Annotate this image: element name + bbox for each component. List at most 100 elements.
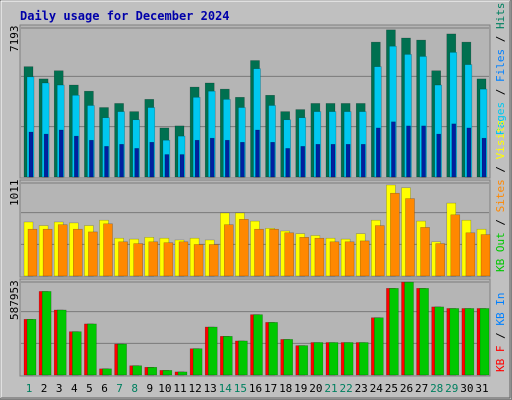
day-label-29: 29 <box>445 382 458 395</box>
bar-visits-sites-sites-day-10 <box>163 242 174 277</box>
bar-kbytes-kb-out-day-10 <box>162 370 173 376</box>
day-label-1: 1 <box>26 382 33 395</box>
bar-kbytes-kb-out-day-28 <box>434 306 444 376</box>
bar-visits-sites-sites-day-25 <box>390 192 400 277</box>
day-label-23: 23 <box>355 382 368 395</box>
day-label-18: 18 <box>279 382 292 395</box>
bar-visits-sites-sites-day-23 <box>359 240 370 277</box>
day-label-6: 6 <box>101 382 108 395</box>
bar-kbytes-kb-out-day-7 <box>117 343 127 376</box>
bar-visits-sites-sites-day-12 <box>193 244 204 277</box>
bar-visits-sites-sites-day-15 <box>239 219 249 277</box>
bar-kbytes-kb-out-day-24 <box>374 317 384 376</box>
bar-visits-sites-sites-day-4 <box>73 228 83 277</box>
bar-kbytes-kb-out-day-4 <box>72 331 82 376</box>
panel-hits-max-label: 7193 <box>8 26 21 53</box>
day-label-9: 9 <box>146 382 153 395</box>
legend-kbf: KB F <box>494 346 507 373</box>
legend-hits-files-pages: Pages / Files / Hits <box>494 3 507 136</box>
legend-sep-1: / <box>494 82 507 102</box>
bar-visits-sites-sites-day-26 <box>405 198 415 277</box>
day-label-7: 7 <box>116 382 123 395</box>
bar-hits-files-pages-pages-day-28 <box>436 133 441 178</box>
bar-visits-sites-sites-day-1 <box>27 228 38 277</box>
bar-kbytes-kb-out-day-22 <box>343 342 354 376</box>
bar-hits-files-pages-pages-day-12 <box>194 139 200 178</box>
day-label-31: 31 <box>475 382 488 395</box>
bar-kbytes-kb-out-day-2 <box>41 291 52 376</box>
legend-kbout: KB Out <box>494 232 507 272</box>
bar-hits-files-pages-pages-day-14 <box>225 139 230 178</box>
legend-sites: Sites <box>494 179 507 212</box>
bar-visits-sites-sites-day-18 <box>284 232 294 277</box>
bar-hits-files-pages-pages-day-17 <box>270 142 275 178</box>
legend-files: Files <box>494 49 507 82</box>
bar-hits-files-pages-pages-day-31 <box>481 137 487 178</box>
panel-kbytes-max-label: 587953 <box>8 280 21 320</box>
bar-hits-files-pages-pages-day-24 <box>376 127 381 178</box>
bar-visits-sites-sites-day-28 <box>435 243 445 277</box>
day-label-28: 28 <box>430 382 443 395</box>
bar-hits-files-pages-pages-day-4 <box>74 135 79 178</box>
bar-hits-files-pages-pages-day-2 <box>43 133 49 178</box>
day-label-15: 15 <box>234 382 247 395</box>
bar-visits-sites-sites-day-3 <box>57 224 68 277</box>
day-label-8: 8 <box>131 382 138 395</box>
bar-kbytes-kb-out-day-13 <box>207 326 218 376</box>
bar-visits-sites-sites-day-22 <box>344 241 355 277</box>
bar-visits-sites-sites-day-17 <box>269 228 279 277</box>
bar-hits-files-pages-pages-day-7 <box>119 144 124 178</box>
bar-kbytes-kb-out-day-23 <box>358 342 369 376</box>
bar-visits-sites-sites-day-27 <box>420 227 430 277</box>
bar-visits-sites-sites-day-14 <box>224 224 234 277</box>
bar-kbytes-kb-out-day-1 <box>26 319 37 376</box>
bar-kbytes-kb-out-day-5 <box>87 323 97 376</box>
bar-visits-sites-sites-day-8 <box>133 243 143 277</box>
bar-visits-sites-sites-day-7 <box>118 241 128 277</box>
day-label-20: 20 <box>309 382 322 395</box>
legend-sep-2: / <box>494 29 507 49</box>
bar-hits-files-pages-pages-day-9 <box>149 142 155 178</box>
bar-kbytes-kb-out-day-21 <box>328 342 339 376</box>
bar-kbytes-kb-out-day-9 <box>147 367 158 376</box>
day-label-13: 13 <box>204 382 217 395</box>
bar-kbytes-kb-out-day-16 <box>253 314 263 376</box>
bar-kbytes-kb-out-day-6 <box>102 368 112 376</box>
bars-layer <box>23 29 491 376</box>
bar-hits-files-pages-pages-day-10 <box>164 154 170 178</box>
bar-hits-files-pages-pages-day-26 <box>406 125 411 178</box>
bar-visits-sites-sites-day-19 <box>299 237 310 277</box>
bar-kbytes-kb-out-day-14 <box>223 336 233 376</box>
bar-hits-files-pages-pages-day-30 <box>466 127 472 178</box>
legend-kbin: KB In <box>494 293 507 326</box>
bar-hits-files-pages-pages-day-18 <box>285 148 290 178</box>
legend-sep-3: / <box>494 212 507 232</box>
day-label-10: 10 <box>158 382 171 395</box>
day-label-21: 21 <box>324 382 337 395</box>
legend-kbytes: KB F / KB In <box>494 293 507 373</box>
bar-hits-files-pages-pages-day-6 <box>104 146 109 178</box>
day-label-11: 11 <box>173 382 186 395</box>
legend-sep-4: / <box>494 159 507 179</box>
bar-kbytes-kb-out-day-27 <box>419 288 429 376</box>
bar-visits-sites-sites-day-5 <box>88 231 98 277</box>
bar-visits-sites-sites-day-16 <box>254 228 264 277</box>
bar-hits-files-pages-pages-day-11 <box>179 154 185 178</box>
bar-hits-files-pages-pages-day-25 <box>391 121 396 178</box>
day-label-14: 14 <box>219 382 233 395</box>
bar-hits-files-pages-pages-day-20 <box>315 144 321 178</box>
legend-sep-5: / <box>494 326 507 346</box>
day-label-16: 16 <box>249 382 262 395</box>
day-label-17: 17 <box>264 382 277 395</box>
bar-hits-files-pages-pages-day-8 <box>134 148 139 178</box>
day-label-2: 2 <box>41 382 48 395</box>
bar-hits-files-pages-pages-day-27 <box>421 125 426 178</box>
bar-visits-sites-sites-day-30 <box>465 232 476 277</box>
bar-kbytes-kb-out-day-15 <box>238 340 248 376</box>
bar-kbytes-kb-out-day-30 <box>464 308 475 376</box>
bar-hits-files-pages-pages-day-16 <box>255 129 260 178</box>
legend-visits-sites: KB Out / Sites / Visits <box>494 120 507 272</box>
bar-kbytes-kb-out-day-29 <box>449 308 460 376</box>
